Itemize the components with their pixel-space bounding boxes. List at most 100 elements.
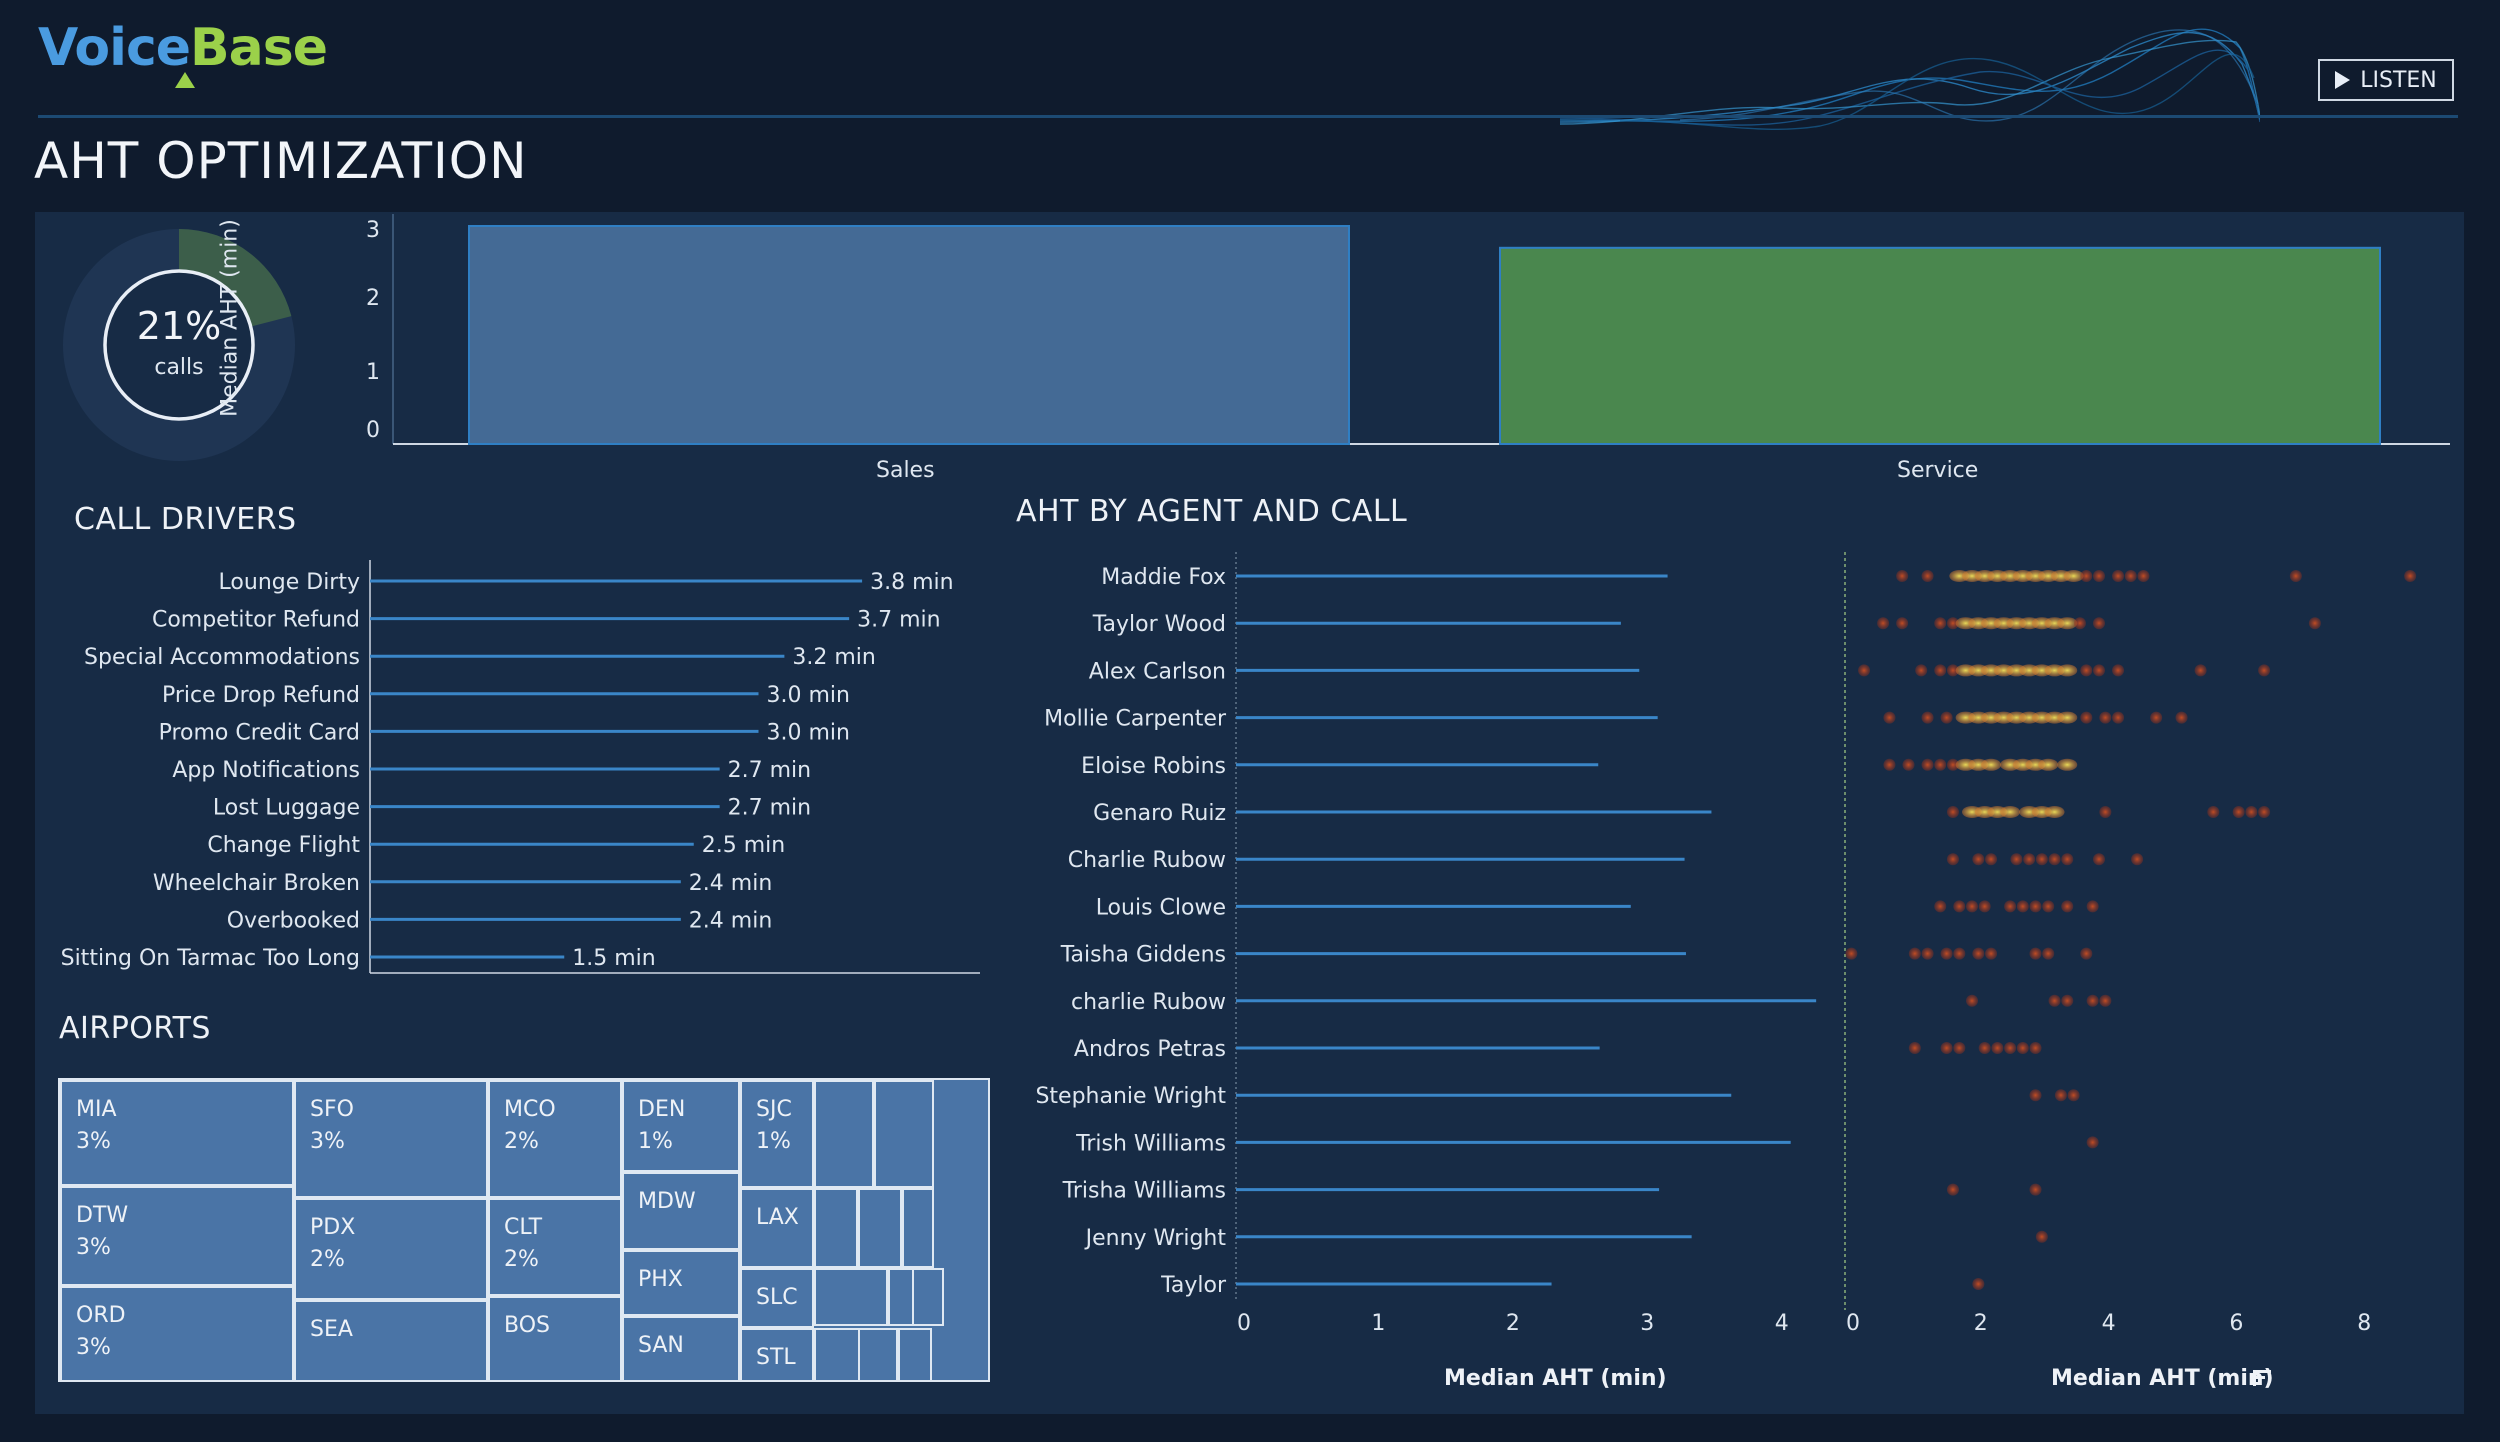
agent-name: Louis Clowe (1096, 895, 1226, 920)
agent-call-point (2023, 853, 2036, 866)
treemap-cell-lax[interactable]: LAX (740, 1188, 814, 1268)
agent-call-point (1940, 711, 1953, 724)
agent-call-point (2010, 853, 2023, 866)
agent-call-point (1877, 617, 1890, 630)
treemap-code: MCO (504, 1097, 556, 1122)
treemap-cell-phx[interactable]: PHX (622, 1250, 740, 1316)
team-chart-xtick-service: Service (1897, 458, 1979, 483)
treemap-cell-mia[interactable]: MIA 3% (60, 1080, 294, 1186)
agent-call-point (2048, 994, 2061, 1007)
agent-call-point (2029, 1042, 2042, 1054)
treemap-cell-bos[interactable]: BOS (488, 1296, 622, 1382)
agent-call-point (2093, 617, 2105, 630)
agent-call-point (1883, 758, 1896, 771)
treemap-cell-clt[interactable]: CLT 2% (488, 1198, 622, 1296)
treemap-cell-mco[interactable]: MCO 2% (488, 1080, 622, 1198)
agent-call-point (2061, 853, 2074, 866)
agent-call-point (1985, 853, 1998, 866)
agent-call-point (2080, 664, 2093, 677)
agent-call-point (1946, 806, 1959, 818)
treemap-cell-sea[interactable]: SEA (294, 1300, 488, 1382)
agent-call-point (2258, 664, 2271, 677)
agent-call-point (1981, 758, 2002, 771)
agent-call-point (1978, 900, 1991, 913)
agent-call-point (2035, 1230, 2048, 1243)
treemap-cell-unlabeled[interactable] (858, 1188, 902, 1268)
driver-label: Special Accommodations (84, 645, 360, 670)
sort-icon[interactable] (2252, 1368, 2274, 1390)
agent-chart-title: AHT BY AGENT AND CALL (1016, 494, 1408, 529)
treemap-cell-san[interactable]: SAN (622, 1316, 740, 1382)
treemap-cell-unlabeled[interactable] (858, 1328, 898, 1382)
agent-name: Charlie Rubow (1068, 848, 1226, 873)
agent-call-point (2131, 853, 2144, 866)
driver-value-label: 1.5 min (572, 946, 655, 971)
treemap-code: STL (756, 1345, 796, 1370)
agent-call-point (2093, 570, 2105, 582)
treemap-code: BOS (504, 1313, 550, 1338)
treemap-cell-slc[interactable]: SLC (740, 1268, 814, 1328)
agent-call-point (2175, 711, 2188, 724)
treemap-cell-unlabeled[interactable] (814, 1080, 874, 1188)
agent-call-point (2000, 806, 2021, 818)
agent-name: Alex Carlson (1089, 659, 1226, 684)
agent-call-point (1953, 947, 1966, 960)
driver-value-label: 3.7 min (857, 608, 940, 633)
treemap-percent: 3% (76, 1235, 111, 1260)
driver-label: Lost Luggage (213, 796, 360, 821)
team-bar-chart (392, 214, 2450, 445)
agent-left-xlabel: Median AHT (min) (1444, 1366, 1667, 1391)
agent-call-point (1921, 570, 1934, 582)
agent-call-point (2080, 711, 2093, 724)
agent-call-point (2093, 853, 2105, 866)
treemap-cell-sfo[interactable]: SFO 3% (294, 1080, 488, 1198)
treemap-cell-unlabeled[interactable] (898, 1328, 932, 1382)
agent-call-point (2057, 617, 2078, 630)
page-title: AHT OPTIMIZATION (34, 132, 528, 190)
agent-call-point (2073, 617, 2086, 630)
treemap-cell-den[interactable]: DEN 1% (622, 1080, 740, 1172)
call-drivers-chart: Lounge Dirty 3.8 min Competitor Refund 3.7 … (61, 560, 980, 974)
treemap-cell-unlabeled[interactable] (912, 1268, 944, 1326)
treemap-cell-ord[interactable]: ORD 3% (60, 1286, 294, 1382)
agent-call-point (2308, 617, 2321, 630)
agent-call-point (2112, 570, 2125, 582)
agent-name: Taisha Giddens (1060, 943, 1226, 968)
agent-call-point (2029, 947, 2042, 960)
agent-call-point (1953, 1042, 1966, 1054)
agent-call-point (2099, 711, 2112, 724)
treemap-code: MDW (638, 1189, 696, 1214)
agent-right-xtick: 0 (1846, 1311, 1860, 1336)
agent-left-xtick: 3 (1640, 1311, 1654, 1336)
agent-call-point (2258, 806, 2271, 818)
treemap-cell-unlabeled[interactable] (814, 1268, 888, 1326)
agent-name: Andros Petras (1074, 1037, 1226, 1062)
agent-call-point (2054, 1089, 2067, 1102)
agent-right-xtick: 4 (2102, 1311, 2116, 1336)
agent-call-point (2057, 711, 2078, 724)
agent-call-point (1921, 947, 1934, 960)
agent-right-xlabel: Median AHT (min) (2051, 1366, 2274, 1391)
treemap-cell-unlabeled[interactable] (874, 1080, 934, 1188)
treemap-cell-unlabeled[interactable] (814, 1188, 858, 1268)
agent-name: Mollie Carpenter (1044, 707, 1227, 732)
listen-button[interactable]: LISTEN (2318, 59, 2454, 101)
agent-name: Trish Williams (1075, 1131, 1226, 1156)
treemap-cell-pdx[interactable]: PDX 2% (294, 1198, 488, 1300)
agent-name: Eloise Robins (1081, 754, 1226, 779)
driver-value-label: 2.4 min (689, 908, 772, 933)
treemap-percent: 2% (504, 1129, 539, 1154)
treemap-cell-stl[interactable]: STL (740, 1328, 814, 1382)
agent-aht-chart: Maddie Fox Taylor Wood Alex Carlson Mollie … (1035, 552, 2417, 1336)
treemap-cell-dtw[interactable]: DTW 3% (60, 1186, 294, 1286)
treemap-cell-unlabeled[interactable] (902, 1188, 934, 1268)
agent-call-point (2042, 900, 2055, 913)
agent-call-point (1934, 758, 1947, 771)
treemap-cell-mdw[interactable]: MDW (622, 1172, 740, 1250)
treemap-code: PDX (310, 1215, 356, 1240)
call-drivers-title: CALL DRIVERS (74, 502, 297, 537)
agent-call-point (2207, 806, 2220, 818)
treemap-code: SFO (310, 1097, 354, 1122)
driver-label: Change Flight (207, 833, 360, 858)
treemap-cell-sjc[interactable]: SJC 1% (740, 1080, 814, 1188)
